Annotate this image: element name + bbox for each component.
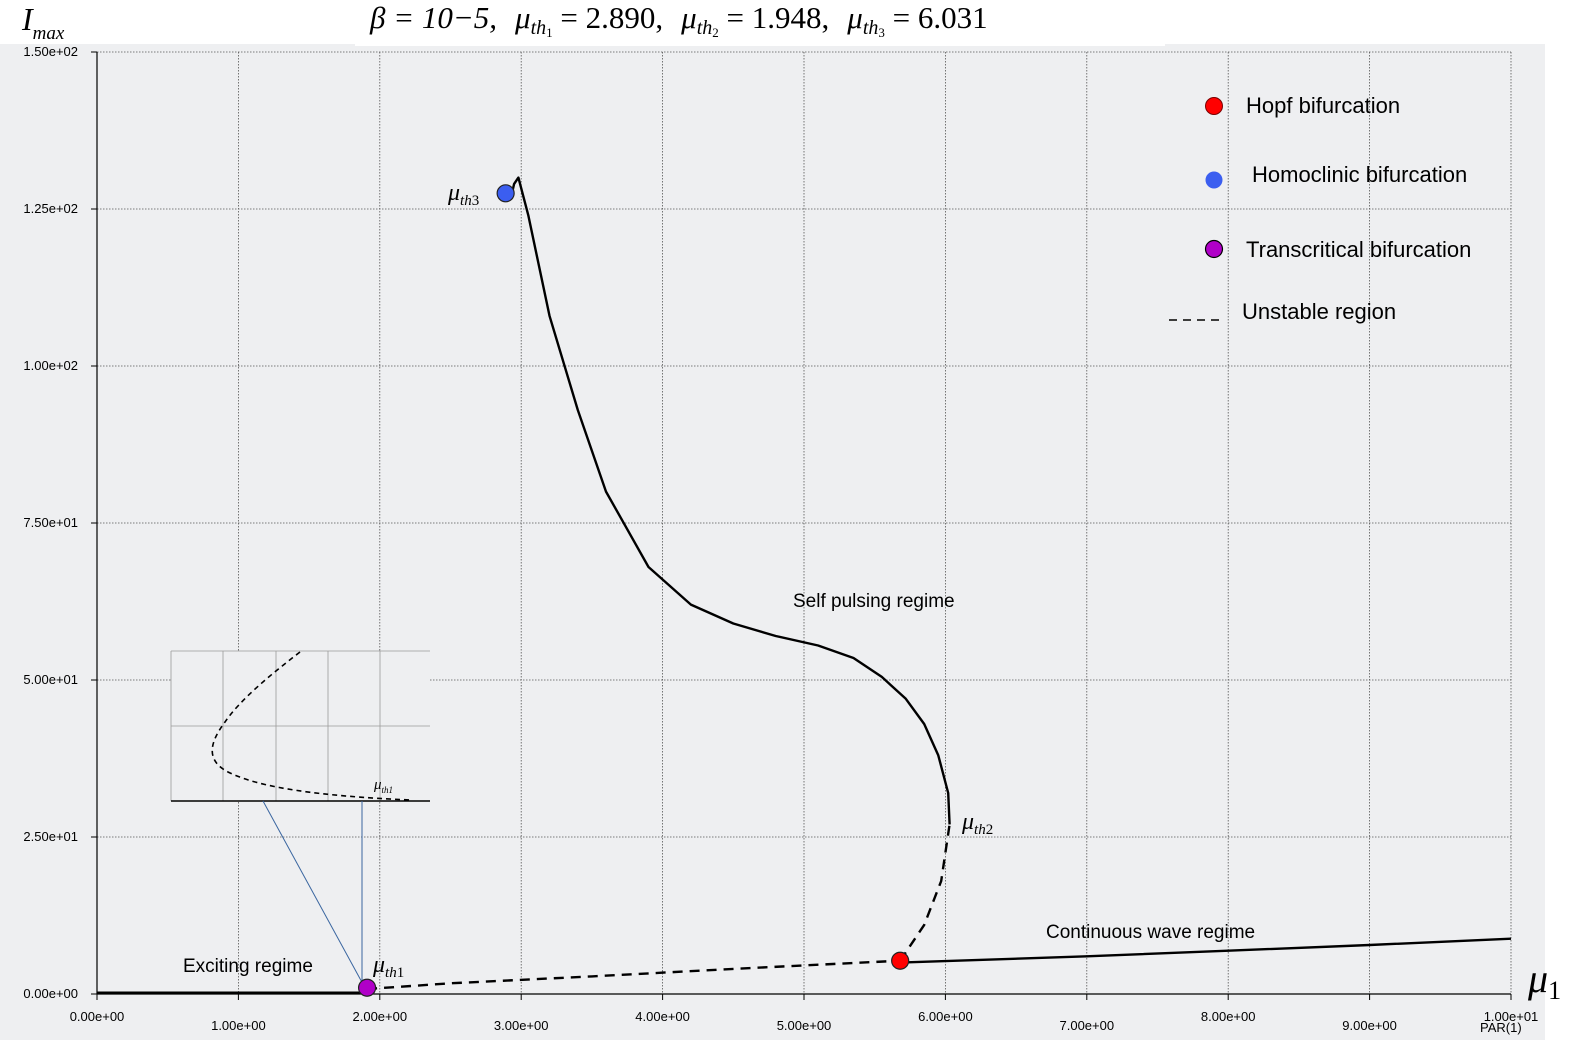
inset-curve xyxy=(211,651,411,801)
bifurcation-point xyxy=(357,978,377,997)
bifurcation-point xyxy=(891,951,910,970)
y-tick-label: 1.50e+02 xyxy=(23,44,78,59)
legend-label-transcritical: Transcritical bifurcation xyxy=(1246,237,1471,262)
bifurcation-point xyxy=(496,184,515,203)
axes xyxy=(91,51,1512,1000)
bifurcation-points xyxy=(357,184,910,997)
y-axis-label: Imax xyxy=(21,1,65,44)
title-background xyxy=(355,0,1165,46)
legend-label-hopf: Hopf bifurcation xyxy=(1246,93,1400,118)
legend-marker-transcritical xyxy=(1204,239,1224,259)
y-tick-label: 7.50e+01 xyxy=(23,515,78,530)
x-tick-label: 6.00e+00 xyxy=(918,1009,973,1024)
chart-title: β = 10−5, μth1 = 2.890, μth2 = 1.948, μth3 … xyxy=(369,0,988,40)
stable-branch-line xyxy=(900,937,1512,964)
inset-zoom: μth1 xyxy=(170,650,430,987)
x-axis-label: μ1 xyxy=(1527,956,1561,1005)
annotation-self-pulsing: Self pulsing regime xyxy=(793,591,955,612)
annotation-exciting: Exciting regime xyxy=(183,956,313,977)
point-label-mu-th2: μth2 xyxy=(961,809,993,838)
x-tick-label: 1.00e+00 xyxy=(211,1018,266,1033)
unstable-branch-line xyxy=(899,824,951,962)
stable-branch-line xyxy=(510,176,951,825)
y-tick-label: 2.50e+01 xyxy=(23,829,78,844)
x-tick-labels: 0.00e+00 1.00e+00 2.00e+00 3.00e+00 4.00e+00… xyxy=(70,1009,1539,1033)
x-tick-label: 7.00e+00 xyxy=(1060,1018,1115,1033)
y-tick-label: 5.00e+01 xyxy=(23,672,78,687)
series-lines xyxy=(97,176,1512,994)
inset-mu-label: μth1 xyxy=(373,777,393,795)
x-tick-label: 3.00e+00 xyxy=(494,1018,549,1033)
legend-marker-homoclinic xyxy=(1205,171,1223,189)
inset-grid xyxy=(170,650,430,801)
x-tick-label: 9.00e+00 xyxy=(1342,1018,1397,1033)
y-tick-label: 1.00e+02 xyxy=(23,358,78,373)
x-tick-label: 5.00e+00 xyxy=(777,1018,832,1033)
x-tick-label: 2.00e+00 xyxy=(353,1009,408,1024)
point-label-mu-th1: μth1 xyxy=(372,952,404,981)
x-tick-label: 4.00e+00 xyxy=(635,1009,690,1024)
legend-label-homoclinic: Homoclinic bifurcation xyxy=(1252,162,1467,187)
x-tick-label: 8.00e+00 xyxy=(1201,1009,1256,1024)
point-label-mu-th3: μth3 xyxy=(447,180,479,209)
y-tick-label: 0.00e+00 xyxy=(23,986,78,1001)
unstable-branch-line xyxy=(367,959,901,991)
x-corner-label: PAR(1) xyxy=(1480,1020,1522,1035)
plot-background xyxy=(0,44,1545,1040)
legend: Hopf bifurcation Homoclinic bifurcation … xyxy=(1169,93,1471,324)
x-tick-label: 0.00e+00 xyxy=(70,1009,125,1024)
x-tick-label: 1.00e+01 xyxy=(1484,1009,1539,1024)
annotation-continuous-wave: Continuous wave regime xyxy=(1046,922,1255,943)
inset-link-line xyxy=(262,800,365,987)
y-tick-labels: 0.00e+00 2.50e+01 5.00e+01 7.50e+01 1.00e+02… xyxy=(23,44,78,1001)
y-tick-label: 1.25e+02 xyxy=(23,201,78,216)
legend-marker-hopf xyxy=(1205,97,1223,115)
legend-label-unstable: Unstable region xyxy=(1242,299,1396,324)
